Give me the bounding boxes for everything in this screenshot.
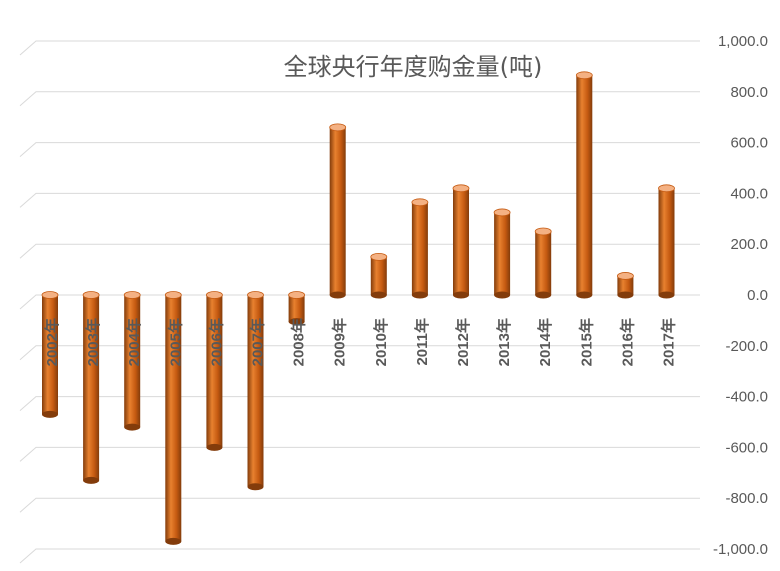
y-axis: 1,000.0 800.0 600.0 400.0 200.0 0.0 -200.0 -400… bbox=[713, 33, 768, 558]
bar bbox=[617, 272, 634, 299]
gridline bbox=[19, 142, 700, 157]
y-tick-label: 0.0 bbox=[747, 287, 768, 304]
y-tick-label: 800.0 bbox=[730, 84, 768, 101]
gridline bbox=[19, 192, 700, 208]
y-tick-label: 600.0 bbox=[730, 135, 768, 152]
bar bbox=[247, 291, 264, 491]
x-tick-label: 2012年 bbox=[454, 318, 472, 366]
gridline bbox=[19, 91, 700, 107]
y-tick-label: -1,000.0 bbox=[713, 541, 768, 558]
x-tick-label: 2015年 bbox=[577, 318, 595, 366]
y-tick-label: 200.0 bbox=[730, 236, 768, 253]
x-tick-label: 2013年 bbox=[495, 318, 513, 366]
gridline bbox=[19, 497, 700, 513]
x-tick-label: 2008年 bbox=[290, 318, 308, 366]
x-tick-label: 2011年 bbox=[413, 318, 431, 366]
bar bbox=[534, 227, 552, 299]
bar bbox=[493, 208, 511, 299]
x-tick-label: 2003年 bbox=[84, 318, 102, 366]
gridlines bbox=[19, 40, 700, 564]
x-tick-label: 2006年 bbox=[207, 318, 225, 366]
bar bbox=[658, 184, 675, 299]
bar bbox=[329, 123, 347, 299]
bar bbox=[411, 198, 429, 299]
y-tick-label: 400.0 bbox=[730, 185, 768, 202]
x-tick-label: 2017年 bbox=[659, 318, 677, 366]
bar bbox=[370, 252, 388, 299]
x-tick-label: 2016年 bbox=[618, 318, 636, 366]
gridline bbox=[19, 294, 700, 310]
y-tick-label: -800.0 bbox=[725, 490, 768, 507]
gridline bbox=[19, 548, 700, 564]
bar bbox=[205, 291, 223, 451]
x-tick-label: 2002年 bbox=[43, 318, 61, 366]
gridline bbox=[19, 396, 700, 411]
bar bbox=[575, 71, 593, 299]
gridline bbox=[19, 446, 700, 462]
gridline bbox=[19, 345, 700, 361]
bar bbox=[164, 291, 182, 545]
chart-title: 全球央行年度购金量(吨) bbox=[284, 53, 543, 81]
x-tick-label: 2014年 bbox=[536, 318, 554, 366]
gridline bbox=[19, 40, 700, 56]
x-tick-label: 2007年 bbox=[248, 318, 266, 366]
bar bbox=[452, 184, 470, 299]
bar bbox=[123, 291, 141, 431]
x-tick-label: 2010年 bbox=[372, 318, 390, 366]
y-tick-label: -200.0 bbox=[725, 338, 768, 355]
bar bbox=[41, 291, 59, 418]
x-tick-label: 2005年 bbox=[166, 318, 184, 366]
bar bbox=[288, 291, 306, 326]
gridline bbox=[19, 243, 700, 259]
bar bbox=[82, 291, 100, 484]
y-tick-label: 1,000.0 bbox=[718, 33, 768, 50]
category-labels: 2002年 2003年 2004年 2005年 2006年 2007年 2008年 2009年… bbox=[43, 318, 678, 366]
x-tick-label: 2009年 bbox=[331, 318, 349, 366]
y-tick-label: -600.0 bbox=[725, 439, 768, 456]
bars bbox=[41, 71, 675, 545]
y-tick-label: -400.0 bbox=[725, 389, 768, 406]
x-tick-label: 2004年 bbox=[125, 318, 143, 366]
